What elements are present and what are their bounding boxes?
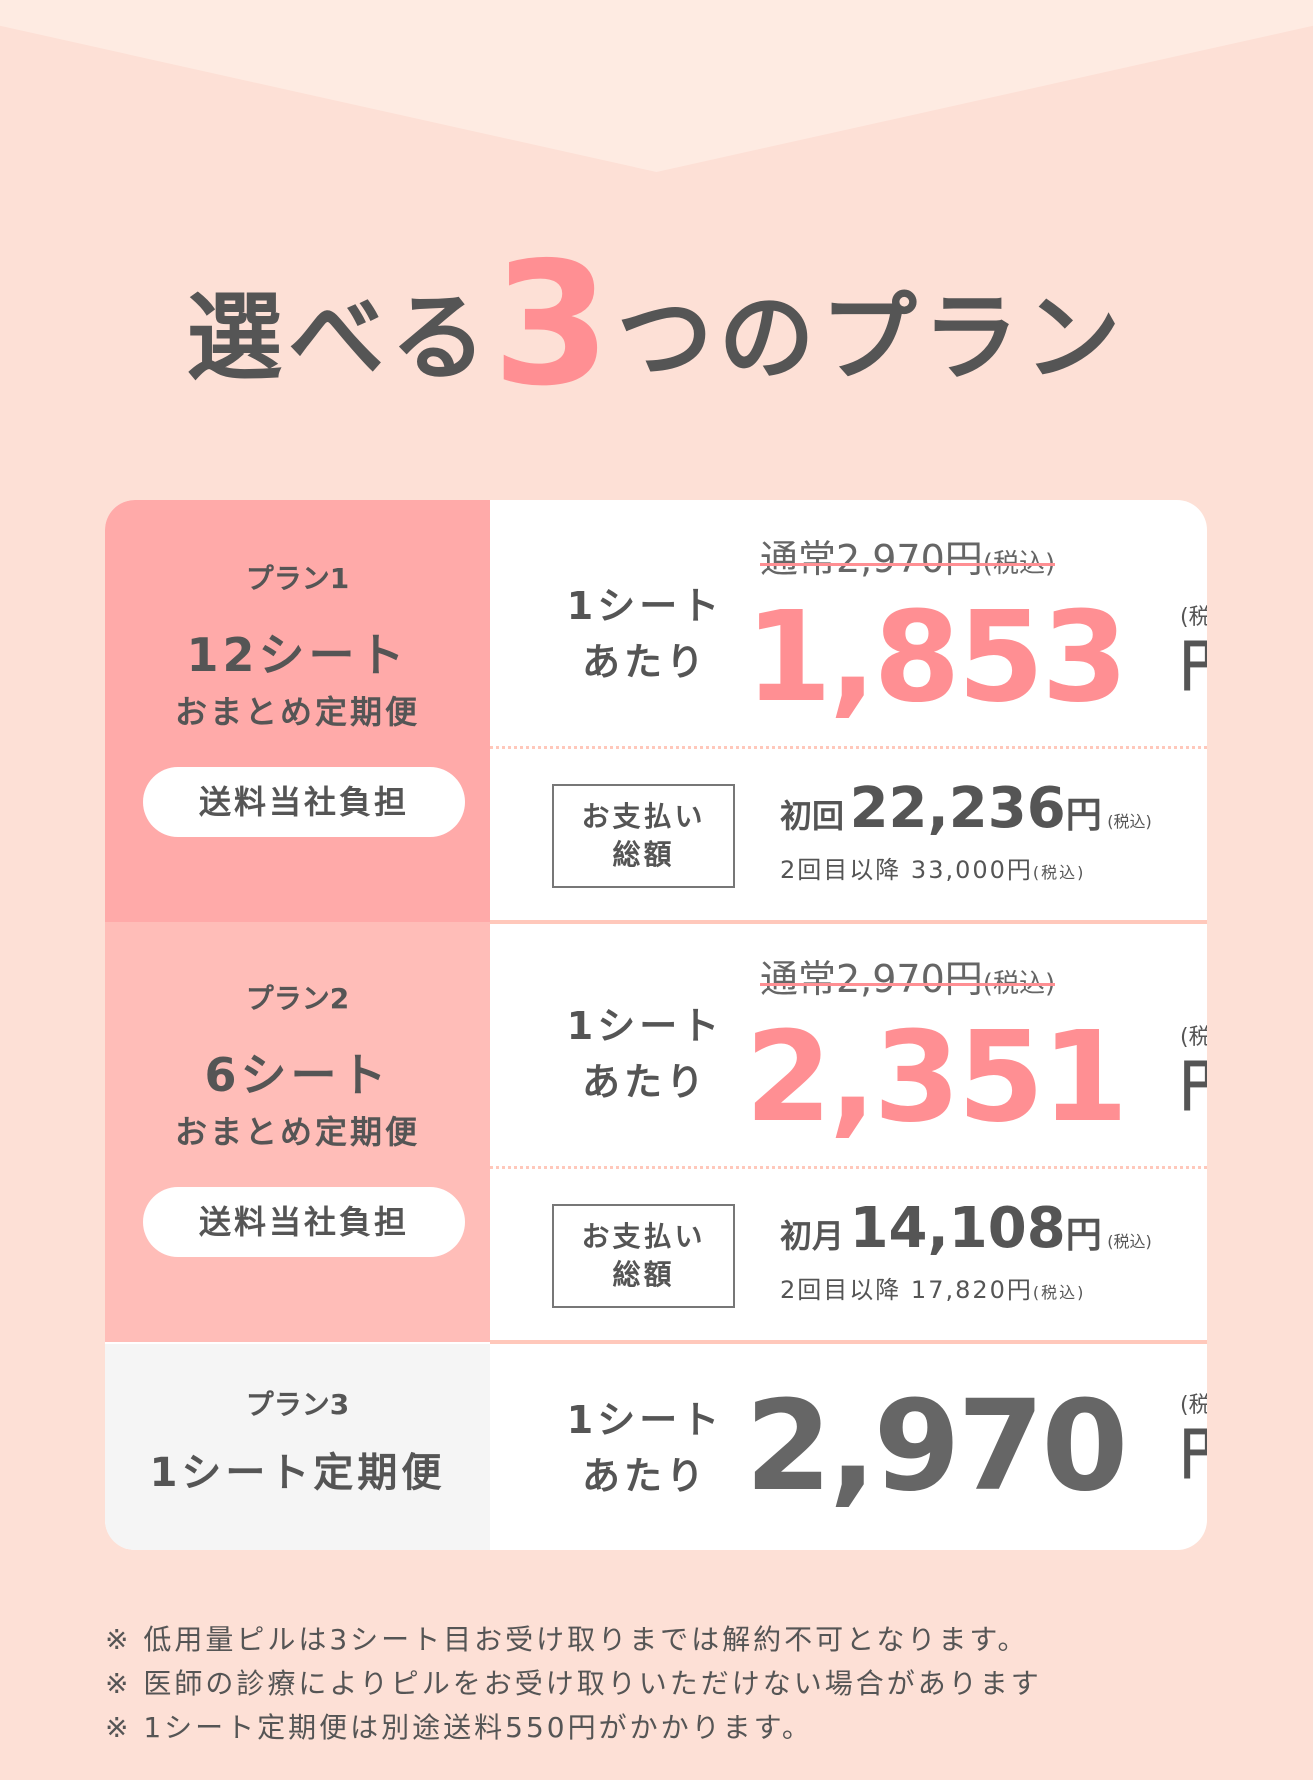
plan-row-3[interactable]: プラン3 1シート定期便 1シート あたり 2,970 (税込) 円: [105, 1344, 1207, 1550]
first-amount: 22,236: [849, 776, 1066, 841]
price-unit: (税込) 円: [1180, 1392, 1207, 1486]
strikethrough: [760, 982, 1056, 986]
header-band: [0, 0, 1313, 172]
note-item: ※ 1シート定期便は別途送料550円がかかります。: [105, 1711, 813, 1744]
regular-price: 通常2,970円(税込): [760, 536, 1056, 587]
plan-label: プラン2: [245, 982, 350, 1015]
yen-unit: 円: [1180, 1424, 1207, 1486]
regular-price-text: 通常2,970円: [760, 537, 983, 581]
total-payment-label: お支払い 総額: [552, 784, 735, 888]
plan-row-2[interactable]: プラン2 6シート おまとめ定期便 送料当社負担 1シート あたり 通常2,97…: [105, 922, 1207, 1342]
per-sheet-label: 1シート あたり: [566, 584, 724, 684]
plan-row-1[interactable]: プラン1 12シート おまとめ定期便 送料当社負担 1シート あたり 通常2,9…: [105, 500, 1207, 922]
page-title: 選べる3つのプラン: [0, 240, 1313, 413]
shipping-badge: 送料当社負担: [143, 1187, 465, 1257]
strikethrough: [760, 562, 1056, 566]
title-number: 3: [492, 226, 617, 424]
plan-header: プラン2 6シート おまとめ定期便 送料当社負担: [105, 922, 490, 1342]
notes: ※ 低用量ピルは3シート目お受け取りまでは解約不可となります。 ※ 医師の診療に…: [105, 1618, 1042, 1750]
plan-name: 6シート: [204, 1048, 391, 1102]
plan-pricing: 1シート あたり 通常2,970円(税込) 2,351 (税込) 円 お支払い …: [490, 922, 1207, 1342]
note-item: ※ 医師の診療によりピルをお受け取りいただけない場合があります: [105, 1667, 1042, 1700]
tax-note: (税込): [1180, 1393, 1207, 1418]
first-amount: 14,108: [849, 1196, 1066, 1261]
first-payment: 初月 14,108円 (税込): [780, 1196, 1152, 1275]
price-unit: (税込) 円: [1180, 1024, 1207, 1118]
plan-header: プラン3 1シート定期便: [105, 1344, 490, 1550]
plan-subtitle: おまとめ定期便: [174, 693, 420, 731]
second-label: 2回目以降: [780, 856, 902, 884]
divider: [490, 746, 1207, 749]
plan-name: 1シート定期便: [149, 1450, 446, 1496]
regular-price: 通常2,970円(税込): [760, 956, 1056, 1007]
yen-unit: 円: [1065, 795, 1102, 836]
tax-note: (税込): [1180, 1025, 1207, 1050]
row-separator: [490, 1340, 1207, 1344]
yen-unit: 円: [1180, 1056, 1207, 1118]
per-sheet-label: 1シート あたり: [566, 1004, 724, 1104]
recurring-payment: 2回目以降 33,000円(税込): [780, 854, 1085, 889]
plan-subtitle: おまとめ定期便: [174, 1113, 420, 1151]
regular-price-text: 通常2,970円: [760, 957, 983, 1001]
plan-label: プラン1: [245, 562, 350, 595]
first-payment: 初回 22,236円 (税込): [780, 776, 1152, 855]
shipping-badge: 送料当社負担: [143, 767, 465, 837]
row-separator: [490, 920, 1207, 924]
second-label: 2回目以降: [780, 1276, 902, 1304]
tax-note: (税込): [1107, 812, 1152, 831]
title-text: つのプラン: [616, 282, 1127, 394]
per-sheet-label: 1シート あたり: [566, 1398, 724, 1498]
plan-pricing: 1シート あたり 2,970 (税込) 円: [490, 1344, 1207, 1550]
tax-note: (税込): [1180, 605, 1207, 630]
sheet-price: 2,970: [745, 1374, 1128, 1519]
price-unit: (税込) 円: [1180, 604, 1207, 698]
plan-pricing: 1シート あたり 通常2,970円(税込) 1,853 (税込) 円 お支払い …: [490, 500, 1207, 922]
divider: [490, 1166, 1207, 1169]
note-item: ※ 低用量ピルは3シート目お受け取りまでは解約不可となります。: [105, 1623, 1029, 1656]
second-amount: 33,000円: [910, 856, 1033, 884]
yen-unit: 円: [1065, 1215, 1102, 1256]
tax-note: (税込): [1107, 1232, 1152, 1251]
first-label: 初月: [780, 1217, 845, 1255]
second-amount: 17,820円: [910, 1276, 1033, 1304]
sheet-price: 1,853: [745, 585, 1128, 730]
first-label: 初回: [780, 797, 845, 835]
recurring-payment: 2回目以降 17,820円(税込): [780, 1274, 1085, 1309]
tax-note: (税込): [1032, 863, 1086, 882]
title-text: 選べる: [186, 282, 493, 394]
total-payment-label: お支払い 総額: [552, 1204, 735, 1308]
plan-header: プラン1 12シート おまとめ定期便 送料当社負担: [105, 500, 490, 922]
plan-table: プラン1 12シート おまとめ定期便 送料当社負担 1シート あたり 通常2,9…: [105, 500, 1207, 1550]
tax-note: (税込): [1032, 1283, 1086, 1302]
yen-unit: 円: [1180, 636, 1207, 698]
plan-label: プラン3: [245, 1388, 350, 1421]
sheet-price: 2,351: [745, 1005, 1128, 1150]
plan-name: 12シート: [186, 628, 409, 682]
